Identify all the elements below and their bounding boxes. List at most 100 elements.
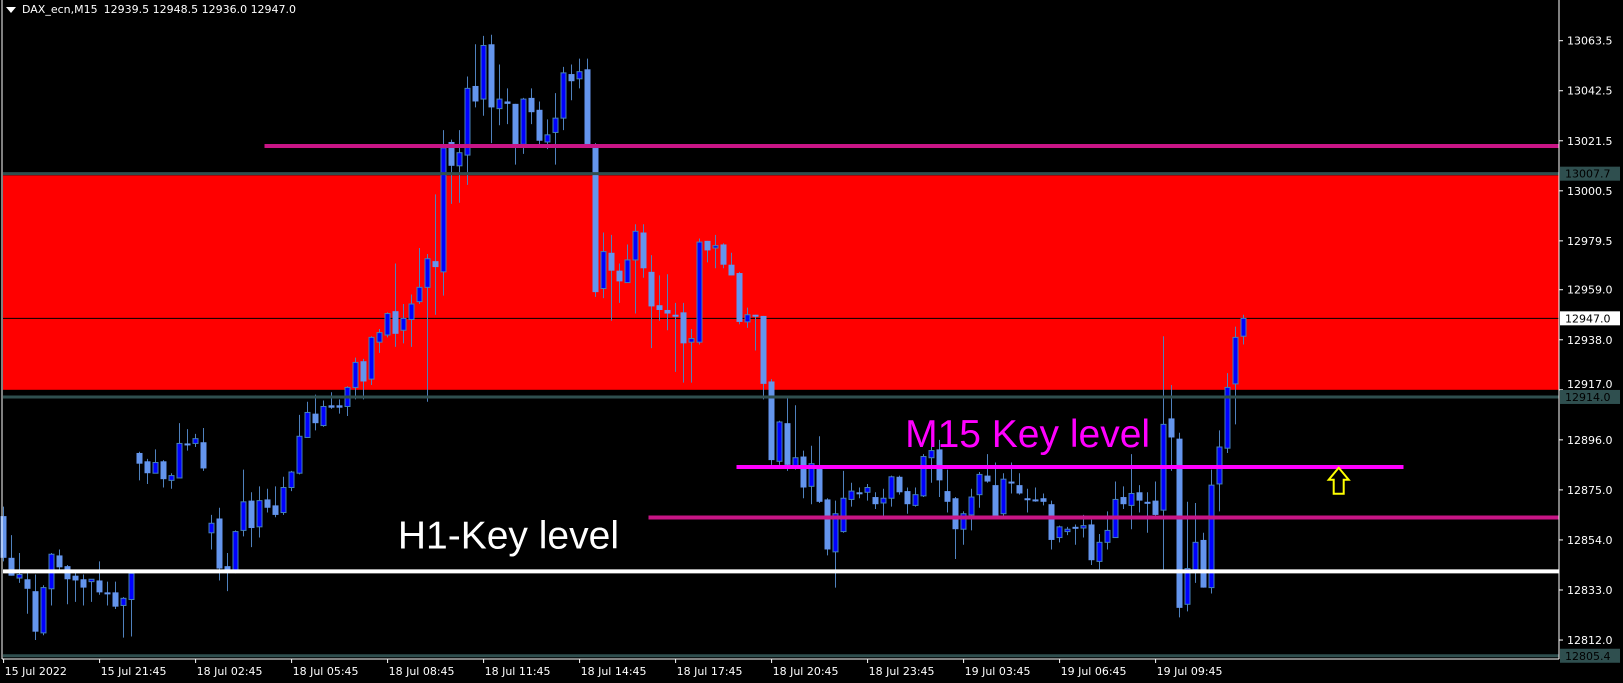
level-price-label: 12914.0 bbox=[1565, 391, 1611, 404]
candle-bull bbox=[1000, 478, 1007, 515]
price-tick-label: 12854.0 bbox=[1567, 534, 1613, 547]
candle-bull bbox=[928, 450, 935, 459]
candle-bear bbox=[704, 240, 711, 251]
level-price-label: 12805.4 bbox=[1565, 650, 1611, 663]
candle-bull bbox=[576, 71, 583, 80]
price-tick-label: 12875.0 bbox=[1567, 484, 1613, 497]
candle-bear bbox=[512, 103, 519, 145]
candle-bull bbox=[1192, 541, 1199, 571]
symbol-timeframe: DAX_ecn,M15 bbox=[22, 3, 98, 16]
candle-bull bbox=[280, 487, 287, 514]
price-tick-label: 13063.5 bbox=[1567, 35, 1613, 48]
candle-bull bbox=[864, 487, 871, 493]
candle-bear bbox=[640, 232, 647, 269]
time-tick-label: 18 Jul 08:45 bbox=[389, 665, 455, 678]
candle-bear bbox=[648, 271, 655, 307]
candle-bear bbox=[672, 314, 679, 317]
candle-bear bbox=[392, 311, 399, 334]
candle-bear bbox=[784, 423, 791, 465]
candle-bull bbox=[1232, 336, 1239, 385]
candle-bull bbox=[968, 496, 975, 516]
candle-bear bbox=[760, 315, 767, 384]
candle-bull bbox=[560, 72, 567, 119]
candle-bear bbox=[224, 566, 231, 570]
price-tick-label: 12833.0 bbox=[1567, 584, 1613, 597]
time-tick-label: 15 Jul 2022 bbox=[5, 665, 67, 678]
candle-bull bbox=[416, 286, 423, 303]
candle-bear bbox=[824, 499, 831, 550]
price-tick-label: 13042.5 bbox=[1567, 85, 1613, 98]
chart-header: DAX_ecn,M15 12939.5 12948.5 12936.0 1294… bbox=[6, 3, 296, 16]
candle-bear bbox=[1072, 526, 1079, 529]
candle-bull bbox=[624, 259, 631, 284]
candle-bear bbox=[1032, 499, 1039, 502]
candle-bear bbox=[936, 449, 943, 481]
candle-bear bbox=[56, 555, 63, 568]
candle-bear bbox=[536, 109, 543, 141]
candle-bull bbox=[288, 471, 295, 489]
candle-bear bbox=[528, 97, 535, 113]
candle-bear bbox=[984, 475, 991, 482]
candle-bull bbox=[376, 332, 383, 343]
m15-key-level-label[interactable]: M15 Key level bbox=[905, 413, 1150, 456]
candle-bull bbox=[688, 338, 695, 343]
candle-bear bbox=[504, 101, 511, 104]
candle-bear bbox=[568, 74, 575, 82]
time-tick-label: 18 Jul 11:45 bbox=[485, 665, 551, 678]
candle-bear bbox=[112, 592, 119, 607]
candle-bull bbox=[744, 314, 751, 323]
candle-bear bbox=[0, 516, 7, 558]
time-tick-label: 19 Jul 09:45 bbox=[1157, 665, 1223, 678]
candle-bear bbox=[32, 591, 39, 632]
time-tick-label: 19 Jul 06:45 bbox=[1061, 665, 1127, 678]
time-tick-label: 18 Jul 05:45 bbox=[293, 665, 359, 678]
candle-bull bbox=[368, 336, 375, 380]
candle-bull bbox=[1184, 568, 1191, 605]
price-label-box bbox=[1560, 166, 1620, 181]
candle-bull bbox=[520, 98, 527, 145]
candle-bull bbox=[1056, 526, 1063, 539]
candle-bear bbox=[1144, 501, 1151, 504]
candle-bear bbox=[728, 264, 735, 276]
time-tick-label: 18 Jul 23:45 bbox=[869, 665, 935, 678]
candle-bull bbox=[120, 597, 127, 606]
candle-bear bbox=[1088, 524, 1095, 561]
arrow-up-icon[interactable] bbox=[1326, 466, 1351, 495]
h1-key-level-label[interactable]: H1-Key level bbox=[398, 514, 619, 557]
candle-bear bbox=[1168, 418, 1175, 438]
price-tick-label: 12959.0 bbox=[1567, 284, 1613, 297]
candle-bear bbox=[216, 518, 223, 569]
price-tick-label: 12896.0 bbox=[1567, 434, 1613, 447]
candle-bear bbox=[1136, 492, 1143, 501]
candle-bear bbox=[584, 69, 591, 146]
candle-bull bbox=[128, 572, 135, 601]
candle-bear bbox=[264, 499, 271, 508]
candle-bear bbox=[944, 491, 951, 502]
candle-bull bbox=[888, 476, 895, 499]
candle-bull bbox=[240, 501, 247, 531]
candle-bull bbox=[960, 513, 967, 530]
resistance-zone[interactable] bbox=[3, 175, 1559, 390]
candle-bull bbox=[832, 513, 839, 553]
candle-bear bbox=[656, 305, 663, 310]
candle-bull bbox=[192, 438, 199, 444]
candle-bull bbox=[976, 473, 983, 496]
candle-bear bbox=[160, 461, 167, 480]
candle-bear bbox=[432, 261, 439, 268]
candle-bull bbox=[880, 497, 887, 504]
triangle-down-icon[interactable] bbox=[6, 6, 16, 13]
candle-bull bbox=[176, 442, 183, 479]
candle-bull bbox=[1128, 492, 1135, 506]
candle-bear bbox=[608, 252, 615, 271]
price-tick-label: 12812.0 bbox=[1567, 634, 1613, 647]
candle-bear bbox=[896, 476, 903, 493]
candle-bull bbox=[696, 241, 703, 343]
candle-bull bbox=[232, 531, 239, 573]
candle-bull bbox=[600, 251, 607, 290]
candle-bear bbox=[992, 485, 999, 518]
candle-bear bbox=[360, 361, 367, 382]
candle-bear bbox=[816, 467, 823, 502]
candle-bull bbox=[384, 313, 391, 336]
candle-bear bbox=[904, 491, 911, 505]
